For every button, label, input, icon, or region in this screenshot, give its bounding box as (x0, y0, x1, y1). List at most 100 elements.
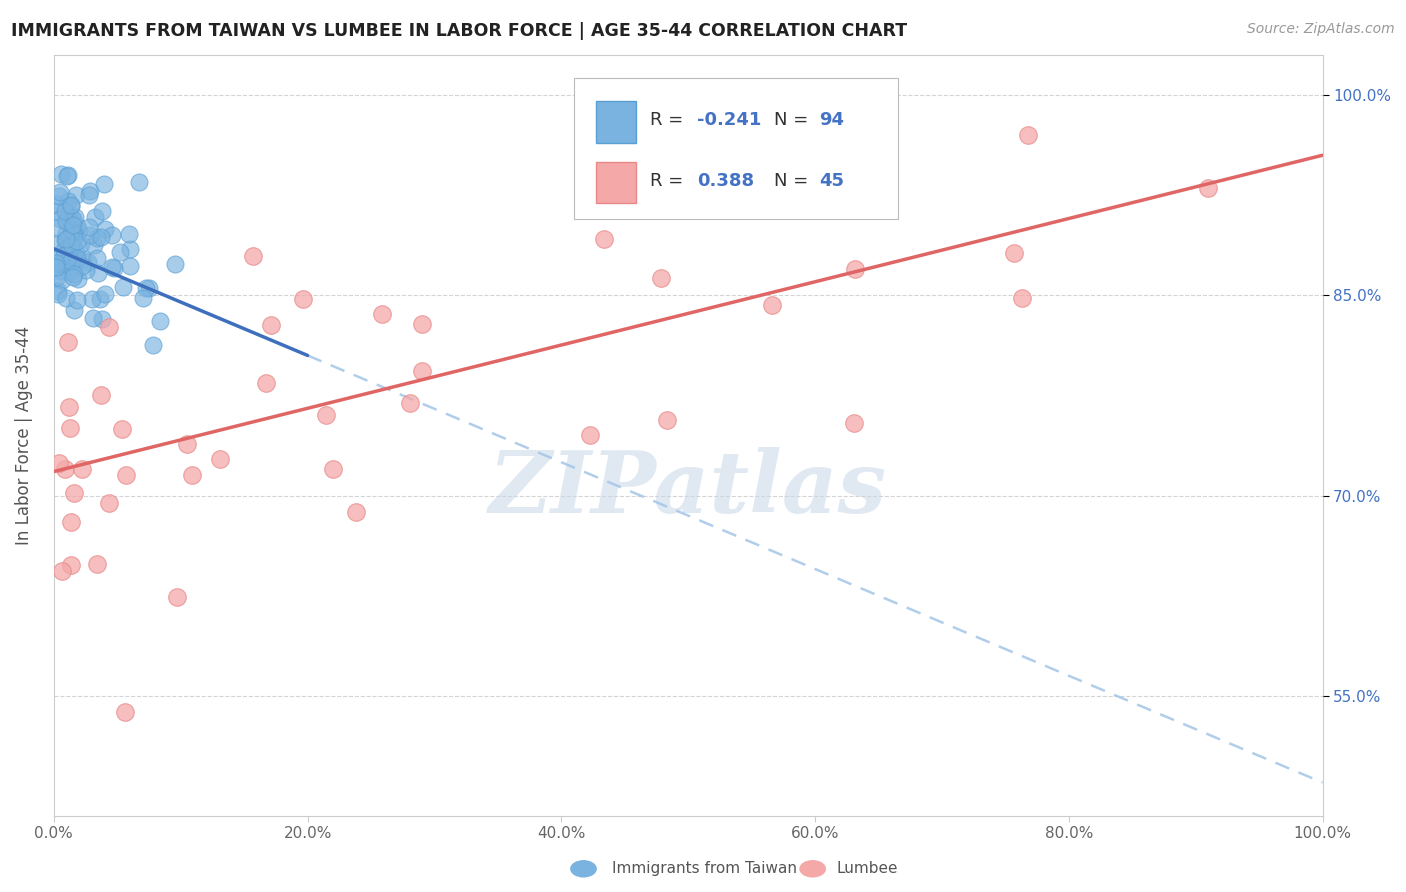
Point (45, 221, 67, 235)
Point (86, 558, 108, 572)
Point (93, 178, 115, 192)
Point (63, 210, 86, 224)
Point (62, 270, 84, 285)
Point (655, 413, 678, 427)
Point (65, 253, 87, 268)
Point (62, 211, 84, 226)
Point (48, 186, 70, 200)
Point (120, 259, 142, 273)
Point (108, 245, 131, 260)
Point (45, 196, 67, 211)
Point (100, 228, 122, 243)
Point (65, 244, 87, 258)
Point (842, 416, 865, 430)
Point (72, 252, 94, 266)
Point (65, 188, 87, 202)
Point (322, 462, 344, 476)
Point (51, 263, 73, 277)
Point (70, 462, 93, 476)
Point (87, 266, 110, 280)
Point (75, 263, 97, 277)
Point (58, 213, 80, 227)
Point (79, 227, 101, 242)
Point (63, 225, 86, 239)
Point (90, 312, 112, 326)
Point (112, 280, 135, 294)
Point (62, 218, 84, 232)
Point (49, 167, 72, 181)
Point (1017, 128, 1039, 143)
Point (593, 232, 616, 246)
Point (45, 252, 67, 266)
Point (98, 496, 121, 510)
Point (118, 242, 141, 256)
Point (66, 219, 89, 233)
Point (103, 260, 125, 275)
Point (86, 252, 108, 266)
Point (115, 467, 138, 482)
Point (69, 237, 91, 252)
Point (59, 198, 82, 212)
Point (58, 194, 80, 209)
Point (56, 169, 79, 183)
Point (46, 287, 69, 301)
Point (149, 314, 172, 328)
Point (55, 232, 77, 246)
Point (58, 335, 80, 350)
Point (45, 269, 67, 284)
Point (844, 262, 866, 277)
Point (398, 396, 420, 410)
Point (344, 505, 367, 519)
Point (62, 237, 84, 252)
Y-axis label: In Labor Force | Age 35-44: In Labor Force | Age 35-44 (15, 326, 32, 545)
Point (90, 204, 112, 219)
Text: 94: 94 (818, 111, 844, 128)
Point (839, 188, 862, 202)
Point (89, 292, 111, 306)
Point (242, 249, 264, 263)
Point (56, 168, 79, 182)
Text: R =: R = (650, 111, 689, 128)
Text: -0.241: -0.241 (697, 111, 762, 128)
Point (166, 591, 188, 605)
Point (48, 456, 70, 470)
Point (60, 515, 83, 529)
Point (83, 238, 105, 252)
Point (63, 267, 86, 281)
Point (291, 292, 314, 306)
Point (53, 248, 76, 262)
Point (163, 257, 186, 271)
Point (254, 376, 277, 391)
Point (208, 451, 231, 466)
Point (176, 437, 198, 451)
Point (141, 337, 163, 351)
Point (114, 705, 136, 719)
Text: N =: N = (775, 111, 814, 128)
Point (128, 175, 150, 189)
Point (53, 462, 76, 476)
Point (411, 364, 433, 378)
Point (77, 188, 100, 202)
Point (118, 227, 141, 241)
Text: IMMIGRANTS FROM TAIWAN VS LUMBEE IN LABOR FORCE | AGE 35-44 CORRELATION CHART: IMMIGRANTS FROM TAIWAN VS LUMBEE IN LABO… (11, 22, 907, 40)
Text: 0.388: 0.388 (697, 171, 754, 190)
Point (51, 273, 73, 287)
Text: ZIPatlas: ZIPatlas (489, 447, 887, 531)
FancyBboxPatch shape (596, 161, 636, 203)
Point (110, 422, 132, 436)
Point (45, 204, 67, 219)
Point (49, 212, 72, 227)
Point (59, 421, 82, 435)
FancyBboxPatch shape (574, 78, 897, 219)
Point (53, 233, 76, 247)
Point (1002, 246, 1025, 260)
Point (645, 166, 668, 180)
Point (51, 256, 73, 270)
Point (80, 292, 103, 306)
Text: N =: N = (775, 171, 814, 190)
Point (60, 558, 83, 572)
Point (60, 211, 83, 225)
Point (55, 226, 77, 240)
Point (66, 251, 89, 265)
Point (63, 229, 86, 244)
